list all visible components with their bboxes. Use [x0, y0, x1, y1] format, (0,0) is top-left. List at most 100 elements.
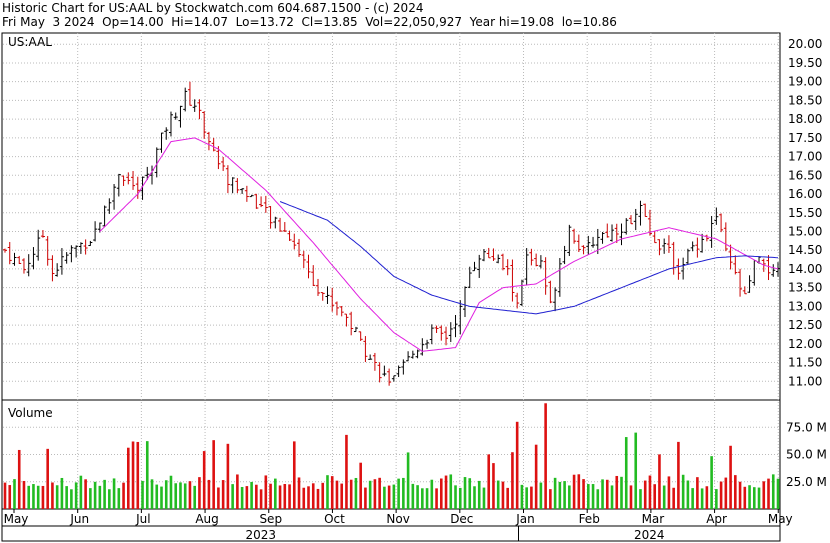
- volume-bar: [662, 485, 666, 509]
- price-tick-label: 17.50: [788, 131, 822, 145]
- volume-bar: [748, 485, 751, 509]
- time-axis: [1, 508, 781, 542]
- volume-bar: [767, 478, 770, 509]
- volume-bar: [345, 434, 348, 509]
- volume-bar: [639, 489, 642, 509]
- volume-bar: [752, 487, 756, 509]
- volume-bar: [231, 484, 234, 509]
- volume-bar: [572, 474, 576, 509]
- month-label: Dec: [450, 512, 473, 526]
- month-label: Jan: [515, 512, 535, 526]
- volume-bar: [264, 475, 268, 509]
- volume-bar: [259, 489, 263, 509]
- volume-bar: [558, 481, 562, 509]
- volume-bar: [183, 483, 187, 509]
- volume-bar: [330, 476, 334, 509]
- volume-bar: [653, 484, 656, 509]
- price-tick-label: 15.50: [788, 206, 822, 220]
- volume-bar: [212, 440, 215, 509]
- price-tick-label: 18.50: [788, 93, 822, 107]
- moving-average-short-line: [99, 137, 779, 352]
- volume-bar: [340, 483, 344, 509]
- volume-bar: [672, 487, 675, 509]
- volume-bar: [288, 484, 291, 509]
- volume-bar: [112, 478, 116, 509]
- volume-bar: [245, 486, 249, 509]
- volume-bar: [89, 488, 92, 509]
- volume-bar: [283, 483, 287, 509]
- volume-bar: [36, 485, 40, 509]
- volume-bar: [131, 441, 135, 509]
- volume-bar: [501, 481, 505, 509]
- volume-bar: [250, 481, 253, 509]
- price-tick-label: 16.50: [788, 168, 822, 182]
- price-tick-label: 19.00: [788, 75, 822, 89]
- volume-bar: [610, 485, 614, 509]
- volume-bar: [743, 486, 747, 509]
- volume-bar: [55, 485, 59, 509]
- volume-bar: [520, 484, 524, 509]
- month-label: Aug: [195, 512, 218, 526]
- price-tick-label: 20.00: [788, 37, 822, 51]
- volume-bar: [221, 480, 225, 509]
- volume-bar: [549, 489, 552, 509]
- volume-bar: [51, 482, 54, 509]
- volume-bar: [8, 485, 12, 509]
- volume-bar: [226, 443, 230, 509]
- volume-bar: [368, 480, 372, 509]
- volume-bar: [297, 477, 301, 509]
- volume-bar: [335, 480, 339, 509]
- volume-bar: [506, 487, 509, 509]
- volume-bar: [667, 476, 671, 509]
- volume-bar: [629, 485, 633, 509]
- volume-bar: [715, 489, 718, 509]
- volume-bar: [734, 475, 737, 509]
- volume-bar: [762, 481, 766, 509]
- volume-bar: [108, 489, 111, 509]
- volume-bar: [103, 479, 106, 509]
- volume-bar: [601, 479, 604, 509]
- price-gridlines: [3, 43, 780, 382]
- volume-bar: [473, 486, 476, 509]
- volume-bar: [117, 488, 121, 509]
- volume-bar: [217, 487, 220, 509]
- volume-bar: [70, 489, 73, 509]
- volume-bar: [193, 485, 196, 509]
- volume-bar: [539, 482, 543, 509]
- volume-bar: [582, 479, 585, 509]
- volume-bar: [700, 488, 704, 509]
- volume-bar: [705, 486, 709, 509]
- volume-bar: [316, 488, 320, 509]
- chart-header-line1: Historic Chart for US:AAL by Stockwatch.…: [2, 1, 424, 15]
- price-panel: [1, 32, 781, 401]
- volume-bar: [179, 482, 182, 509]
- volume-bar: [122, 482, 125, 509]
- volume-bar: [658, 454, 661, 509]
- volume-bar: [17, 449, 21, 509]
- month-label: May: [768, 512, 793, 526]
- volume-bar: [155, 484, 159, 509]
- volume-bar: [84, 479, 87, 509]
- volume-bar: [591, 484, 595, 509]
- price-tick-label: 15.00: [788, 224, 822, 238]
- price-tick-label: 11.00: [788, 374, 822, 388]
- volume-axis: 75.0 M 50.0 M 25.0 M: [786, 420, 827, 489]
- volume-bar: [477, 480, 481, 509]
- month-label: Jun: [69, 512, 89, 526]
- volume-bar: [74, 482, 78, 509]
- volume-tick-label: 50.0 M: [786, 448, 827, 462]
- volume-bar: [544, 403, 547, 509]
- volume-bar: [729, 445, 732, 509]
- price-bars: [3, 81, 780, 386]
- month-label: Apr: [706, 512, 727, 526]
- volume-bar: [525, 487, 528, 509]
- price-tick-label: 17.00: [788, 150, 822, 164]
- volume-bar: [188, 481, 192, 509]
- volume-bar: [463, 477, 467, 509]
- volume-bar: [577, 474, 581, 509]
- volume-bar: [169, 475, 173, 509]
- volume-bar: [624, 437, 628, 509]
- volume-bar: [145, 441, 149, 509]
- volume-bar: [620, 476, 623, 509]
- volume-bar: [643, 480, 647, 509]
